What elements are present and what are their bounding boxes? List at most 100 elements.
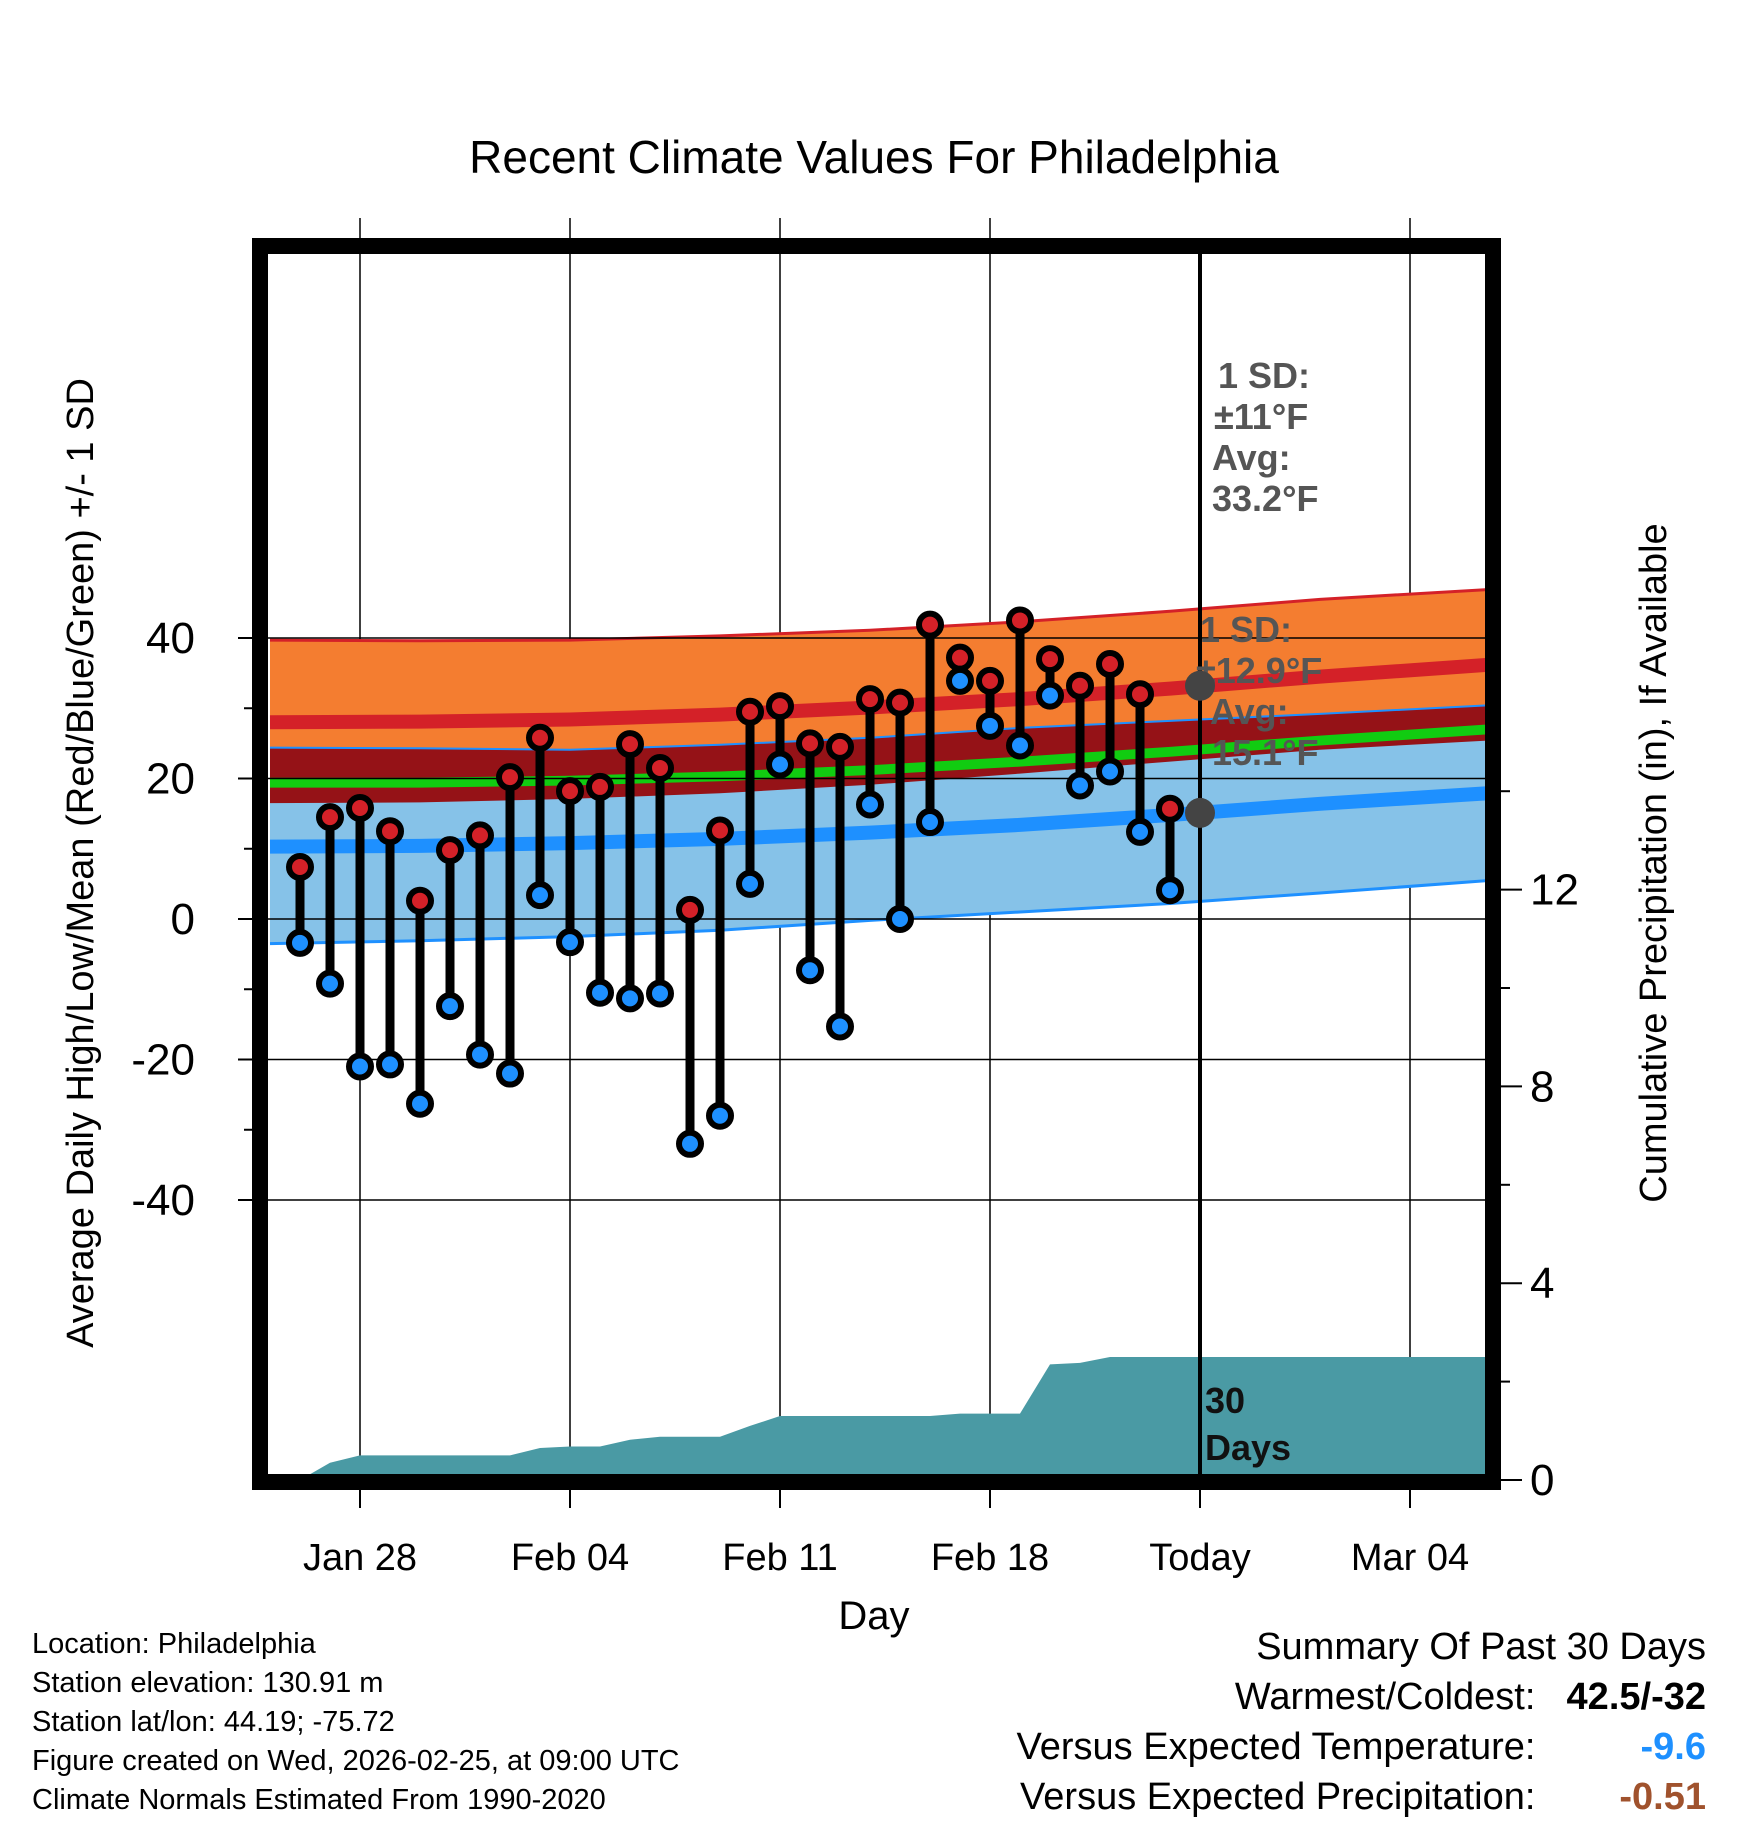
precip-area: [270, 1357, 1487, 1480]
day-15-mark: [706, 816, 734, 1130]
x-axis: Jan 28 Feb 04 Feb 11 Feb 18 Today Mar 04: [303, 1488, 1469, 1579]
day-19-high-point: [826, 732, 854, 761]
day-9-mark: [526, 723, 554, 910]
day-8-mark: [496, 763, 524, 1088]
day-13-mark: [646, 753, 674, 1008]
day-29-mark: [1126, 680, 1154, 846]
day-16-low-point: [736, 869, 764, 898]
day-5-high-point: [406, 886, 434, 915]
day-14-mark: [676, 895, 704, 1158]
day-6-mark: [436, 836, 464, 1021]
y-tick-label-2: 0: [171, 895, 195, 944]
day-27-low-point: [1066, 771, 1094, 800]
day-9-low-point: [526, 881, 554, 910]
day-22-mark: [916, 610, 944, 837]
day-6-high-point: [436, 836, 464, 865]
day-3-low-point: [346, 1052, 374, 1081]
day-1-low-point: [286, 928, 314, 957]
summary-warm-cold: Warmest/Coldest: 42.5/-32: [1017, 1672, 1706, 1722]
day-20-low-point: [856, 790, 884, 819]
location-text: Location: Philadelphia: [32, 1628, 316, 1660]
day-2-mark: [316, 803, 344, 998]
day-25-low-point: [1006, 731, 1034, 760]
elevation-text: Station elevation: 130.91 m: [32, 1667, 384, 1699]
day-2-high-point: [316, 803, 344, 832]
day-29-high-point: [1126, 680, 1154, 709]
day-2-low-point: [316, 969, 344, 998]
day-28-high-point: [1096, 649, 1124, 678]
temp-anomaly-label: Versus Expected Temperature:: [1016, 1726, 1536, 1768]
precip-anomaly-label: Versus Expected Precipitation:: [1020, 1776, 1536, 1818]
day-14-high-point: [676, 895, 704, 924]
day-10-mark: [556, 777, 584, 957]
day-12-low-point: [616, 984, 644, 1013]
day-16-high-point: [736, 697, 764, 726]
day-26-high-point: [1036, 645, 1064, 674]
period-label-line1: 30: [1205, 1380, 1245, 1421]
day-11-low-point: [586, 978, 614, 1007]
day-7-mark: [466, 821, 494, 1069]
summary-panel: Summary Of Past 30 Days Warmest/Coldest:…: [1017, 1622, 1706, 1822]
plot-frame: [252, 238, 1501, 1490]
summary-title: Summary Of Past 30 Days: [1256, 1626, 1706, 1668]
day-5-low-point: [406, 1089, 434, 1118]
warm-cold-value: 42.5/-32: [1566, 1676, 1706, 1718]
day-11-mark: [586, 772, 614, 1007]
summary-temp: Versus Expected Temperature: -9.6: [1017, 1722, 1706, 1772]
day-24-low-point: [976, 711, 1004, 740]
y-tick-label-4: 40: [146, 614, 195, 663]
day-21-mark: [886, 688, 914, 933]
y-tick-label-1: -20: [131, 1036, 195, 1085]
day-20-high-point: [856, 685, 884, 714]
day-11-high-point: [586, 772, 614, 801]
day-19-mark: [826, 732, 854, 1041]
y-axis-left: -40 -20 0 20 40: [131, 614, 254, 1225]
y-axis-right: 0 4 8 12: [1499, 790, 1579, 1505]
y-axis-title: Average Daily High/Low/Mean (Red/Blue/Gr…: [60, 378, 102, 1348]
low-sd-label: 1 SD:: [1200, 609, 1292, 650]
day-25-high-point: [1006, 606, 1034, 635]
high-avg-label: Avg:: [1212, 437, 1291, 478]
day-8-high-point: [496, 763, 524, 792]
day-12-high-point: [616, 730, 644, 759]
avg-markers: [1185, 670, 1215, 828]
day-17-mark: [766, 692, 794, 779]
day-20-mark: [856, 685, 884, 819]
x-tick-label-0: Jan 28: [303, 1537, 417, 1579]
day-9-high-point: [526, 723, 554, 752]
day-18-low-point: [796, 956, 824, 985]
day-6-low-point: [436, 992, 464, 1021]
low-avg-label: Avg:: [1210, 691, 1289, 732]
day-27-high-point: [1066, 671, 1094, 700]
day-8-low-point: [496, 1059, 524, 1088]
x-tick-label-1: Feb 04: [511, 1537, 629, 1579]
day-23-mark: [946, 643, 974, 695]
day-30-mark: [1156, 794, 1184, 905]
day-10-high-point: [556, 777, 584, 806]
precip-cumulative-area: [270, 1357, 1487, 1480]
day-29-low-point: [1126, 817, 1154, 846]
y2-axis-title: Cumulative Precipitation (in), If Availa…: [1633, 523, 1675, 1202]
day-19-low-point: [826, 1012, 854, 1041]
x-tick-label-5: Mar 04: [1351, 1537, 1469, 1579]
today-avg-high-marker: [1185, 670, 1215, 701]
x-axis-title: Day: [838, 1594, 909, 1638]
y2-tick-label-3: 12: [1530, 866, 1579, 915]
day-4-high-point: [376, 817, 404, 846]
day-30-high-point: [1156, 794, 1184, 823]
high-sd-value: ±11°F: [1214, 396, 1308, 437]
high-upper-line: [269, 588, 1487, 643]
day-16-mark: [736, 697, 764, 898]
temp-anomaly-value: -9.6: [1640, 1726, 1706, 1768]
low-lower-line: [269, 879, 1487, 946]
low-avg-value: 15.1°F: [1212, 732, 1318, 773]
day-28-low-point: [1096, 757, 1124, 786]
day-1-high-point: [286, 853, 314, 882]
day-1-mark: [286, 853, 314, 957]
day-3-mark: [346, 794, 374, 1081]
day-4-low-point: [376, 1050, 404, 1079]
day-17-low-point: [766, 750, 794, 779]
y2-tick-label-1: 4: [1530, 1259, 1554, 1308]
station-info: Location: Philadelphia Station elevation…: [32, 1625, 680, 1820]
day-30-low-point: [1156, 876, 1184, 905]
